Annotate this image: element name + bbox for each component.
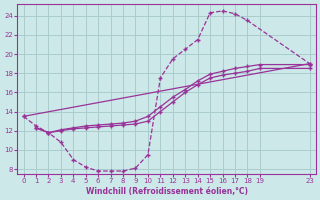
X-axis label: Windchill (Refroidissement éolien,°C): Windchill (Refroidissement éolien,°C) — [85, 187, 248, 196]
